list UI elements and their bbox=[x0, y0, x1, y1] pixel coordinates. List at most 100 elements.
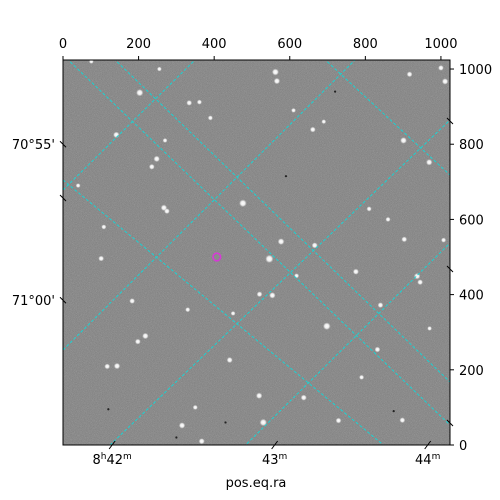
star bbox=[321, 119, 327, 125]
dark-speck bbox=[392, 410, 395, 413]
ra-tick bbox=[108, 440, 116, 450]
stars-layer bbox=[75, 60, 449, 445]
tick-layer: 0 200 400 600 800 1000 0 200 400 600 800 1000 8h42m 4… bbox=[12, 37, 492, 468]
star bbox=[129, 298, 136, 304]
top-tick-label: 600 bbox=[277, 37, 302, 52]
star bbox=[101, 224, 107, 230]
dark-speck bbox=[107, 408, 110, 411]
star bbox=[162, 138, 168, 143]
star bbox=[196, 99, 203, 105]
grid-line bbox=[67, 60, 450, 426]
star bbox=[441, 78, 449, 85]
dark-speck bbox=[334, 90, 337, 93]
star bbox=[291, 107, 296, 113]
right-tick-label: 400 bbox=[459, 289, 484, 304]
star bbox=[142, 332, 149, 340]
star bbox=[88, 60, 94, 64]
star bbox=[153, 155, 160, 163]
top-tick-label: 0 bbox=[59, 37, 67, 52]
star bbox=[335, 417, 342, 424]
star bbox=[311, 242, 318, 249]
star bbox=[186, 99, 193, 106]
star bbox=[178, 422, 186, 429]
star bbox=[259, 418, 268, 427]
x-axis-label: pos.eq.ra bbox=[226, 476, 287, 491]
star bbox=[198, 438, 205, 445]
star bbox=[265, 254, 274, 264]
ra-tick-label: 8h42m bbox=[92, 452, 131, 468]
star bbox=[300, 394, 307, 401]
sky-noise bbox=[63, 60, 450, 445]
edge-tick bbox=[446, 265, 454, 273]
star bbox=[185, 307, 191, 313]
star bbox=[239, 199, 247, 208]
right-tick-label: 600 bbox=[459, 213, 484, 228]
grid-line bbox=[63, 60, 196, 191]
star bbox=[358, 374, 365, 380]
star bbox=[377, 302, 384, 309]
star bbox=[385, 216, 391, 222]
dec-tick-label: 70°55' bbox=[12, 138, 55, 153]
star bbox=[438, 64, 444, 71]
star bbox=[192, 404, 198, 410]
star bbox=[425, 159, 433, 166]
star bbox=[255, 392, 263, 399]
star bbox=[400, 137, 407, 144]
star bbox=[374, 346, 381, 353]
star bbox=[427, 326, 433, 331]
star bbox=[230, 310, 236, 316]
axes-frame bbox=[62, 59, 451, 446]
star bbox=[98, 255, 105, 262]
dec-tick bbox=[59, 140, 67, 148]
edge-tick bbox=[59, 194, 67, 202]
grid-line bbox=[244, 242, 450, 445]
dec-tick bbox=[59, 296, 67, 304]
star bbox=[207, 115, 213, 121]
right-tick-label: 800 bbox=[459, 138, 484, 153]
sky-image bbox=[63, 60, 450, 500]
star bbox=[273, 77, 281, 85]
dec-tick-label: 71°00' bbox=[12, 294, 55, 309]
star bbox=[75, 183, 81, 188]
star bbox=[401, 236, 408, 243]
ra-tick bbox=[271, 440, 279, 450]
star bbox=[113, 362, 121, 370]
star bbox=[156, 66, 162, 72]
star bbox=[322, 322, 331, 331]
right-tick-label: 200 bbox=[459, 364, 484, 379]
star bbox=[136, 89, 144, 97]
star bbox=[148, 163, 155, 170]
star bbox=[417, 279, 424, 286]
top-tick-label: 400 bbox=[202, 37, 227, 52]
grid-line bbox=[324, 60, 450, 176]
top-tick-label: 800 bbox=[353, 37, 378, 52]
dark-speck bbox=[284, 175, 288, 178]
top-tick-label: 200 bbox=[126, 37, 151, 52]
grid-line bbox=[114, 60, 450, 383]
star bbox=[277, 238, 285, 245]
grid-line bbox=[109, 119, 450, 445]
star bbox=[134, 338, 141, 345]
right-tick-label: 0 bbox=[459, 439, 467, 454]
star bbox=[352, 268, 359, 275]
marker-layer bbox=[212, 252, 222, 262]
star bbox=[104, 363, 111, 370]
ra-tick-label: 44m bbox=[415, 452, 440, 468]
ra-tick bbox=[424, 440, 432, 450]
ra-tick-label: 43m bbox=[262, 452, 287, 468]
star bbox=[226, 356, 233, 364]
edge-tick bbox=[446, 419, 454, 427]
star bbox=[406, 71, 413, 78]
star bbox=[399, 417, 406, 424]
grid-line bbox=[440, 490, 450, 500]
star bbox=[366, 206, 372, 212]
star bbox=[256, 291, 263, 298]
grid-line bbox=[63, 179, 385, 445]
target-marker bbox=[212, 252, 222, 262]
coordinate-grid bbox=[63, 60, 450, 500]
star bbox=[164, 208, 170, 215]
right-tick-label: 1000 bbox=[459, 63, 492, 78]
star bbox=[271, 68, 279, 76]
dark-speck bbox=[175, 436, 178, 439]
